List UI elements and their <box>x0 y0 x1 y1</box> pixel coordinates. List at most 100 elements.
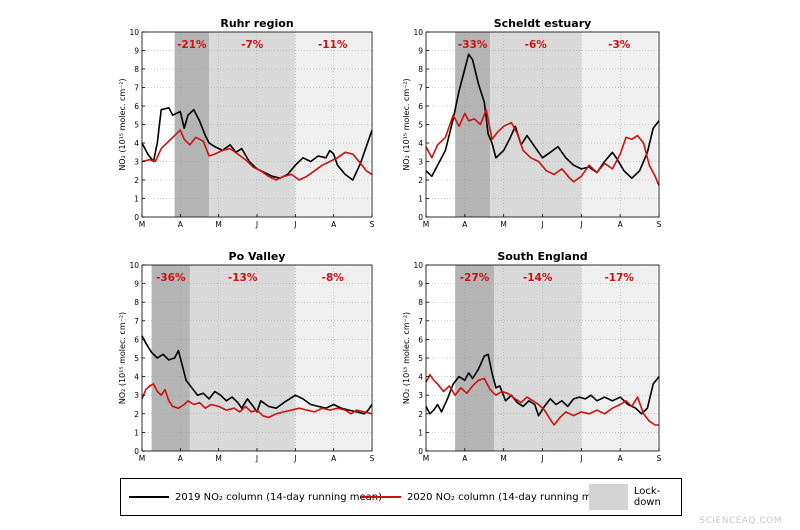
series-line-2019 <box>425 353 660 417</box>
x-tick-label: A <box>331 220 337 229</box>
series-line-2019 <box>141 107 373 181</box>
y-tick-label: 2 <box>418 176 423 185</box>
x-tick-label: S <box>657 220 662 229</box>
series-line-2020 <box>141 383 373 419</box>
period-label-3: -17% <box>604 272 634 284</box>
x-tick-label: J <box>579 220 582 229</box>
y-tick-label: 9 <box>418 47 423 56</box>
legend-line-2020 <box>361 496 401 498</box>
x-tick-label: A <box>178 220 184 229</box>
y-tick-label: 1 <box>134 195 139 204</box>
y-tick-label: 6 <box>134 335 139 344</box>
y-tick-label: 5 <box>418 354 423 363</box>
y-tick-label: 0 <box>418 213 423 222</box>
x-tick-label: M <box>423 454 429 463</box>
y-tick-label: 0 <box>134 447 139 456</box>
watermark: SCIENCEAQ.COM <box>699 516 782 526</box>
period-label-1: -36% <box>156 272 186 284</box>
legend-label-lockdown: Lock-down <box>633 486 661 508</box>
series-line-2020 <box>141 129 373 181</box>
x-tick-label: M <box>139 220 145 229</box>
y-tick-label: 9 <box>418 280 423 289</box>
y-tick-label: 8 <box>418 65 423 74</box>
x-tick-label: A <box>462 220 468 229</box>
x-tick-label: M <box>423 220 429 229</box>
legend-item-2019: 2019 NO₂ column (14-day running mean) <box>129 479 382 515</box>
y-tick-label: 3 <box>418 391 423 400</box>
y-tick-label: 7 <box>418 84 423 93</box>
legend-item-lockdown: Lock-down <box>589 479 681 515</box>
y-tick-label: 10 <box>129 28 139 37</box>
period-band-2 <box>490 32 582 217</box>
series-line-2020 <box>425 108 660 186</box>
x-tick-label: M <box>139 454 145 463</box>
y-tick-label: 4 <box>134 139 139 148</box>
period-label-2: -6% <box>525 39 548 51</box>
y-tick-label: 8 <box>134 65 139 74</box>
panel-title: Ruhr region <box>220 17 293 30</box>
x-tick-label: A <box>618 220 624 229</box>
x-tick-label: A <box>618 454 624 463</box>
period-label-2: -14% <box>523 272 553 284</box>
panel-scheldt-estuary: 0 1 2 3 4 5 6 7 8 9 10 M A M J J A S -33% -6% -3% Scheldt est… <box>402 17 662 229</box>
legend-swatch-lockdown <box>589 484 628 510</box>
y-tick-label: 2 <box>134 176 139 185</box>
y-tick-label: 3 <box>134 391 139 400</box>
y-axis-label: NO₂ (10¹⁵ molec. cm⁻²) <box>402 312 411 404</box>
x-tick-label: J <box>540 220 543 229</box>
y-tick-label: 0 <box>134 213 139 222</box>
y-tick-label: 7 <box>418 317 423 326</box>
legend-line-2019 <box>129 496 169 498</box>
y-tick-label: 9 <box>134 47 139 56</box>
y-tick-label: 6 <box>418 102 423 111</box>
y-tick-label: 0 <box>418 447 423 456</box>
x-tick-label: A <box>462 454 468 463</box>
series-line-2020 <box>425 373 659 426</box>
period-band-3 <box>581 32 658 217</box>
x-tick-label: S <box>370 454 375 463</box>
panel-po-valley: 0 1 2 3 4 5 6 7 8 9 10 M A M J J A S -36% -13% -8% Po Valley N… <box>118 250 375 463</box>
y-tick-label: 7 <box>134 84 139 93</box>
legend-label-2019: 2019 NO₂ column (14-day running mean) <box>175 491 382 503</box>
legend-item-2020: 2020 NO₂ column (14-day running mean) <box>361 479 614 515</box>
x-tick-label: S <box>657 454 662 463</box>
x-tick-label: J <box>579 454 582 463</box>
x-tick-label: M <box>500 454 506 463</box>
period-label-2: -13% <box>228 272 258 284</box>
y-tick-label: 10 <box>413 28 423 37</box>
y-tick-label: 4 <box>134 373 139 382</box>
y-tick-label: 10 <box>413 261 423 270</box>
period-label-3: -11% <box>318 39 348 51</box>
x-tick-label: M <box>500 220 506 229</box>
y-tick-label: 8 <box>134 298 139 307</box>
panel-title: South England <box>497 250 587 263</box>
period-label-1: -21% <box>177 39 207 51</box>
y-axis-label: NO₂ (10¹⁵ molec. cm⁻²) <box>118 78 127 170</box>
period-label-3: -8% <box>322 272 345 284</box>
legend: 2019 NO₂ column (14-day running mean) 20… <box>120 478 682 516</box>
panel-title: Po Valley <box>229 250 286 263</box>
series-line-2019 <box>425 53 660 179</box>
x-tick-label: A <box>331 454 337 463</box>
panel-ruhr-region: 0 1 2 3 4 5 6 7 8 9 10 M A M J J A S -21% -7% -11% Ruhr regio… <box>118 17 375 229</box>
y-tick-label: 3 <box>134 158 139 167</box>
y-tick-label: 6 <box>134 102 139 111</box>
y-tick-label: 2 <box>134 410 139 419</box>
x-tick-label: M <box>215 220 221 229</box>
y-tick-label: 7 <box>134 317 139 326</box>
y-tick-label: 1 <box>418 195 423 204</box>
period-label-1: -33% <box>458 39 488 51</box>
panel-title: Scheldt estuary <box>494 17 592 30</box>
y-axis-label: NO₂ (10¹⁵ molec. cm⁻²) <box>118 312 127 404</box>
x-tick-label: A <box>178 454 184 463</box>
period-label-2: -7% <box>241 39 264 51</box>
x-tick-label: J <box>255 220 258 229</box>
y-tick-label: 2 <box>418 410 423 419</box>
y-tick-label: 9 <box>134 280 139 289</box>
legend-label-2020: 2020 NO₂ column (14-day running mean) <box>407 491 614 503</box>
x-tick-label: J <box>293 220 296 229</box>
x-tick-label: J <box>255 454 258 463</box>
period-label-1: -27% <box>460 272 490 284</box>
y-tick-label: 4 <box>418 373 423 382</box>
